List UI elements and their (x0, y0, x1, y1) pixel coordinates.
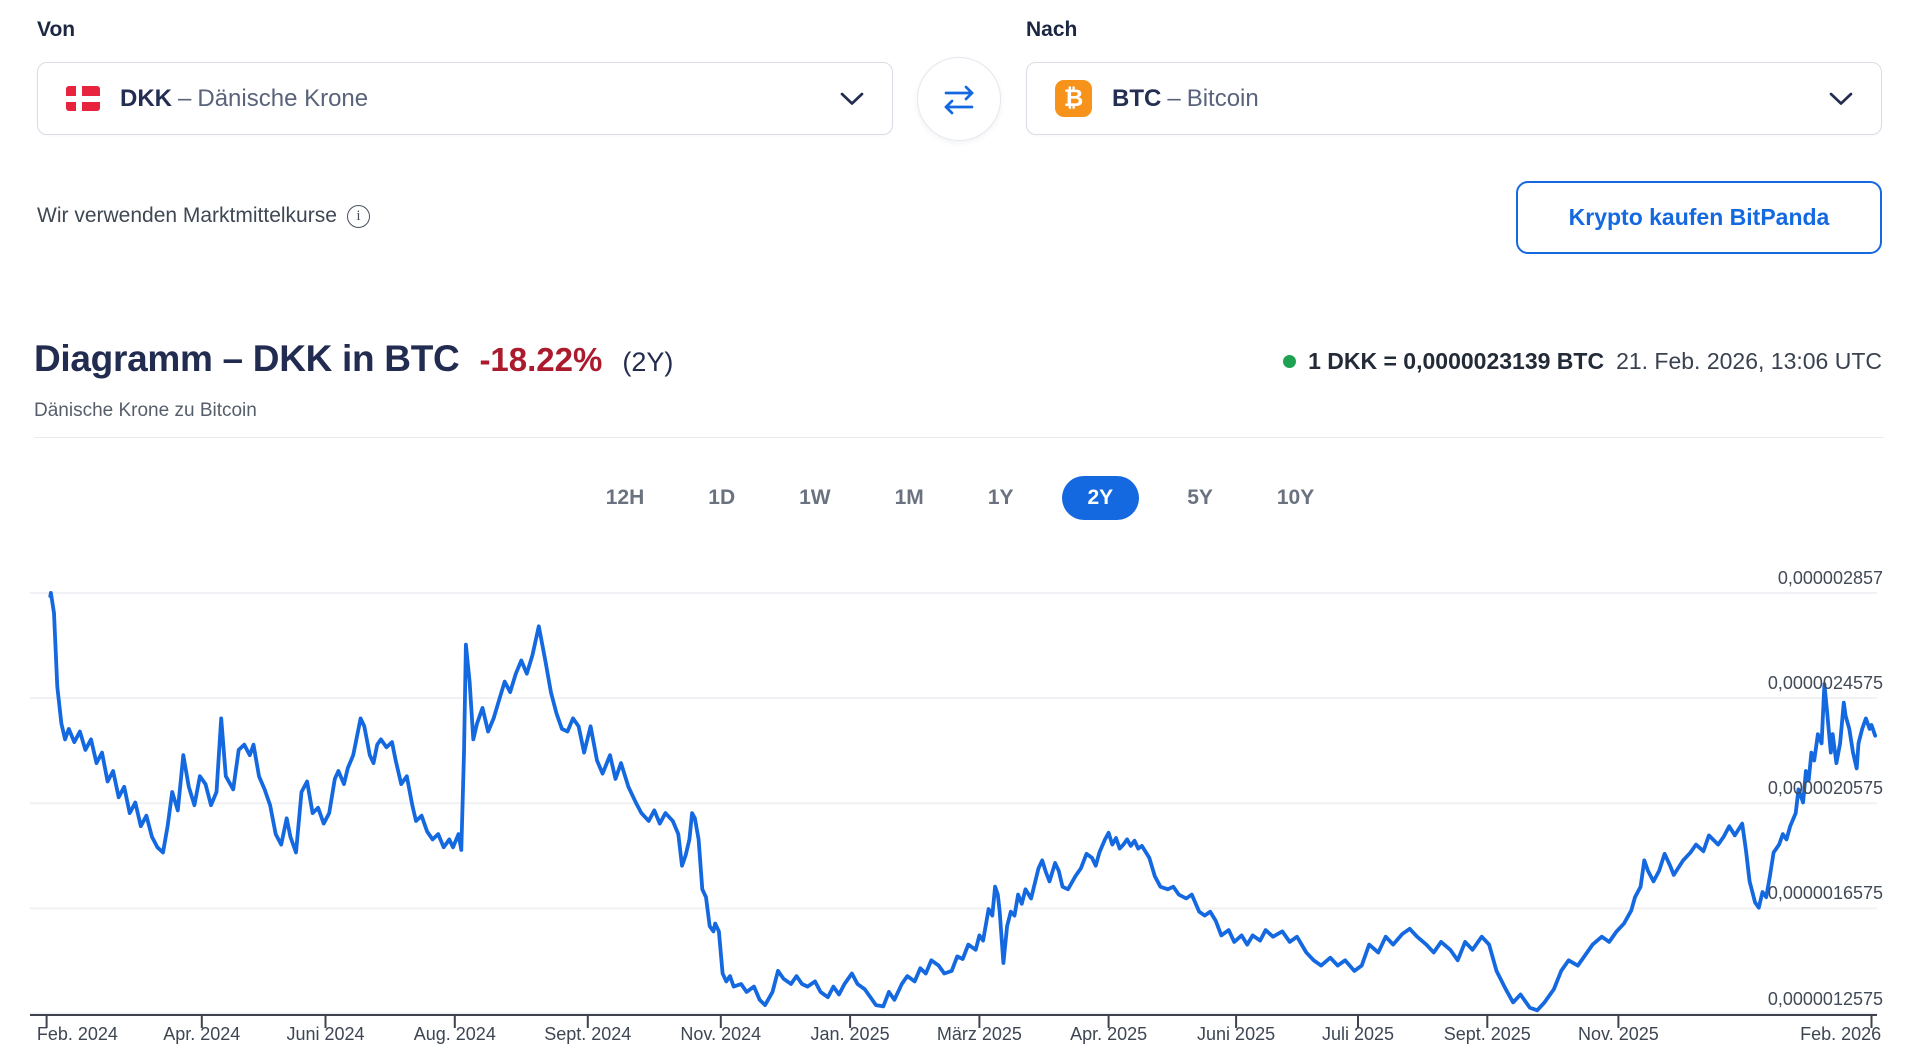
from-currency-name: Dänische Krone (197, 84, 369, 112)
chevron-down-icon (1829, 92, 1853, 105)
rate-timestamp: 21. Feb. 2026, 13:06 UTC (1616, 348, 1882, 374)
to-currency-value: BTC – Bitcoin (1112, 85, 1809, 113)
to-currency-code: BTC (1112, 84, 1162, 112)
to-currency-name: Bitcoin (1186, 84, 1259, 112)
to-currency-select[interactable]: ₿ BTC – Bitcoin (1026, 62, 1882, 135)
range-tab-12h[interactable]: 12H (605, 486, 645, 509)
midmarket-note: Wir verwenden Marktmittelkurse i (37, 204, 370, 228)
live-status-dot (1283, 355, 1297, 368)
from-currency-select[interactable]: DKK – Dänische Krone (37, 62, 893, 135)
chevron-down-icon (840, 92, 864, 105)
from-currency-code: DKK (120, 84, 172, 112)
denmark-flag-icon (66, 86, 100, 111)
live-rate: 1 DKK = 0,0000023139 BTC 21. Feb. 2026, … (1283, 348, 1882, 375)
midmarket-note-text: Wir verwenden Marktmittelkurse (37, 204, 337, 227)
bitcoin-icon: ₿ (1055, 80, 1092, 117)
from-currency-value: DKK – Dänische Krone (120, 85, 820, 113)
chart-header: Diagramm – DKK in BTC -18.22% (2Y) (34, 338, 673, 380)
change-period: (2Y) (622, 347, 674, 377)
from-label: Von (37, 18, 76, 41)
separator: – (1167, 84, 1181, 112)
buy-crypto-button[interactable]: Krypto kaufen BitPanda (1516, 181, 1882, 254)
range-tab-2y[interactable]: 2Y (1061, 476, 1140, 520)
swap-currencies-button[interactable] (917, 57, 1001, 141)
change-percent: -18.22% (479, 341, 603, 378)
range-tab-bar: 12H 1D 1W 1M 1Y 2Y 5Y 10Y (0, 476, 1920, 520)
separator: – (178, 84, 192, 112)
info-icon[interactable]: i (346, 204, 370, 228)
range-tab-10y[interactable]: 10Y (1276, 486, 1315, 509)
range-tab-5y[interactable]: 5Y (1187, 486, 1213, 509)
range-tab-1y[interactable]: 1Y (987, 486, 1014, 509)
range-tab-1m[interactable]: 1M (894, 486, 924, 509)
swap-arrows-icon (944, 85, 974, 115)
rate-value: 1 DKK = 0,0000023139 BTC (1308, 348, 1605, 374)
range-tab-1w[interactable]: 1W (799, 486, 831, 509)
chart-subtitle: Dänische Krone zu Bitcoin (34, 400, 257, 421)
page-title: Diagramm – DKK in BTC (34, 338, 460, 379)
range-tab-1d[interactable]: 1D (708, 486, 736, 509)
section-divider (34, 437, 1884, 438)
to-label: Nach (1026, 18, 1078, 41)
